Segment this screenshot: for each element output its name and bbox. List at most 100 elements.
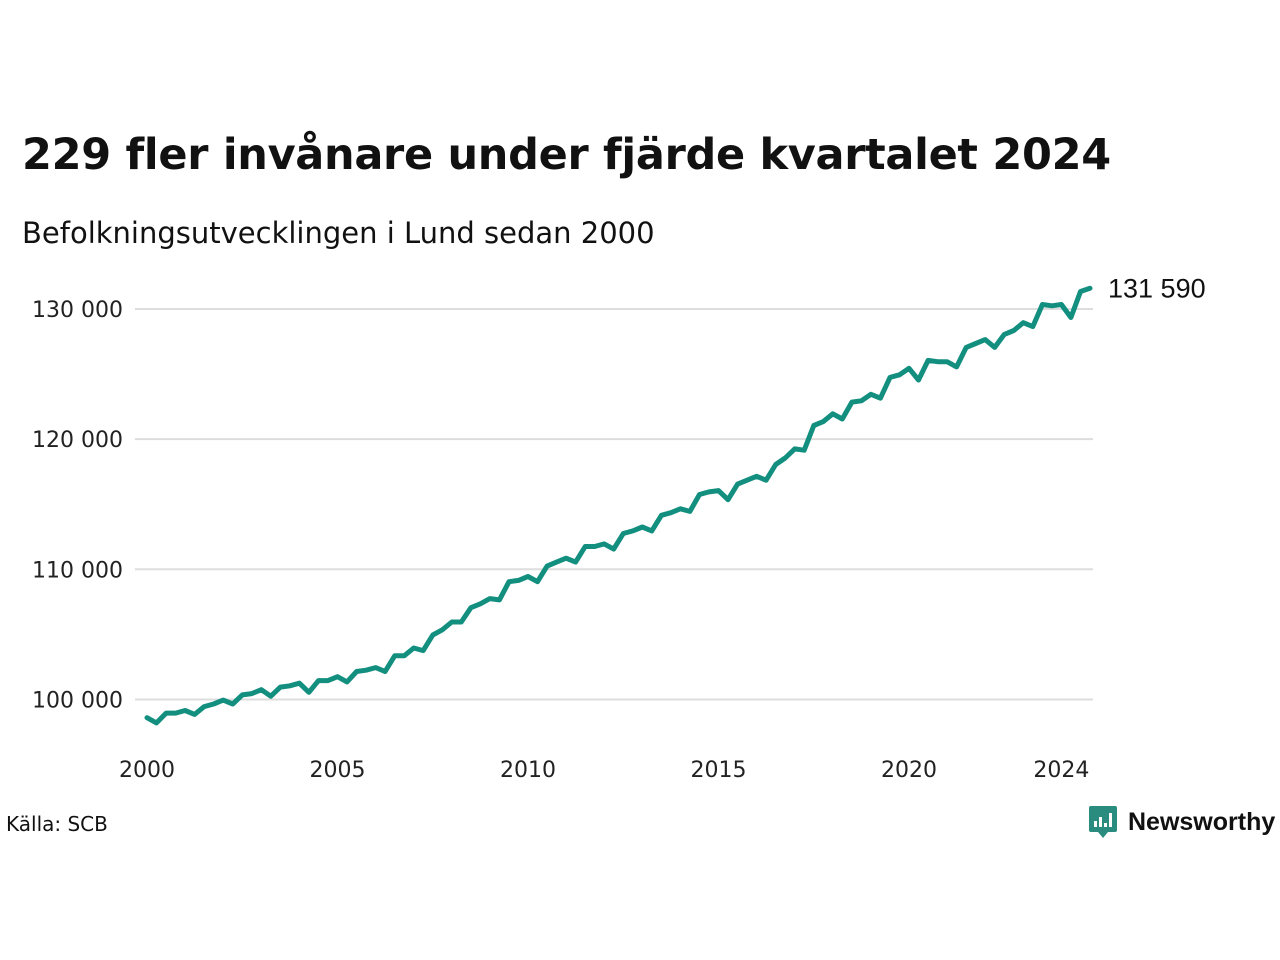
x-tick-label: 2005 <box>310 758 366 783</box>
data-point <box>174 711 177 715</box>
data-point <box>936 360 939 363</box>
x-tick-label: 2010 <box>500 758 556 783</box>
data-point <box>707 490 711 494</box>
data-point <box>688 510 692 513</box>
x-tick-label: 2000 <box>119 758 175 783</box>
data-point <box>402 654 406 658</box>
data-point <box>879 396 882 400</box>
data-point <box>145 716 149 719</box>
data-point <box>574 560 577 564</box>
data-point <box>1031 325 1035 328</box>
x-tick-label: 2024 <box>1033 758 1089 783</box>
data-point <box>1088 287 1092 290</box>
brand-name: Newsworthy <box>1128 807 1276 836</box>
y-tick-label: 120 000 <box>32 428 123 453</box>
data-point <box>955 365 958 369</box>
data-point <box>526 575 530 578</box>
data-point <box>993 346 996 349</box>
y-tick-label: 110 000 <box>32 558 123 583</box>
data-point <box>412 646 415 650</box>
series-line <box>144 285 1093 726</box>
data-point <box>822 420 825 423</box>
data-point <box>1003 333 1006 336</box>
data-point <box>850 400 854 404</box>
data-point <box>774 463 777 466</box>
x-tick-label: 2020 <box>881 758 937 783</box>
data-point <box>888 376 892 379</box>
data-point <box>241 693 244 697</box>
data-point <box>450 620 454 624</box>
data-point <box>183 709 187 712</box>
data-point <box>517 579 520 582</box>
data-point <box>469 606 473 609</box>
gridlines <box>135 308 1093 701</box>
data-point <box>755 475 758 478</box>
data-point <box>736 482 739 486</box>
data-point <box>479 602 482 605</box>
data-point <box>498 598 501 602</box>
data-point <box>869 393 873 396</box>
data-point <box>745 478 749 482</box>
data-point <box>345 680 349 684</box>
data-point <box>155 721 158 725</box>
data-point <box>317 679 320 682</box>
data-point <box>422 649 425 652</box>
data-point <box>669 511 673 514</box>
chart-subtitle: Befolkningsutvecklingen i Lund sedan 200… <box>22 216 655 250</box>
population-series <box>144 285 1093 726</box>
data-point <box>193 713 196 716</box>
data-point <box>1022 321 1025 324</box>
data-point <box>603 542 606 546</box>
data-point <box>564 557 568 560</box>
data-point <box>545 564 549 568</box>
data-point <box>164 711 168 715</box>
data-point <box>231 702 234 706</box>
data-point <box>260 688 263 691</box>
source-note: Källa: SCB <box>6 812 108 836</box>
data-point <box>298 681 301 685</box>
data-point <box>660 514 663 517</box>
y-tick-label: 100 000 <box>32 688 123 713</box>
data-point <box>279 685 282 689</box>
data-point <box>364 668 368 672</box>
data-point <box>622 532 625 535</box>
data-point <box>793 447 796 451</box>
data-point <box>488 597 492 600</box>
data-point <box>926 359 930 362</box>
data-point <box>984 338 987 341</box>
data-point <box>1069 316 1073 319</box>
x-tick-label: 2015 <box>691 758 747 783</box>
data-point <box>964 346 968 349</box>
end-value-label: 131 590 <box>1108 273 1206 303</box>
data-point <box>555 560 558 564</box>
data-point <box>612 547 615 551</box>
data-point <box>536 580 539 583</box>
data-point <box>460 620 463 624</box>
data-point <box>631 529 634 533</box>
data-point <box>431 633 434 637</box>
data-point <box>1041 303 1044 306</box>
line-chart: 100 000 110 000 120 000 130 000 2000 2005 201… <box>32 273 1206 783</box>
data-point <box>812 424 815 427</box>
data-point <box>1050 304 1054 307</box>
data-point <box>726 498 730 501</box>
data-point <box>803 449 806 452</box>
data-point <box>641 525 644 529</box>
data-point <box>212 702 215 706</box>
data-point <box>383 670 387 673</box>
data-point <box>841 417 844 421</box>
data-point <box>336 675 339 678</box>
data-point <box>764 478 768 482</box>
data-point <box>222 698 225 702</box>
data-point <box>593 545 596 548</box>
data-point <box>1079 290 1082 293</box>
data-point <box>202 705 206 708</box>
data-point <box>288 684 292 687</box>
data-point <box>679 507 682 510</box>
chart-title: 229 fler invånare under fjärde kvartalet… <box>22 130 1111 180</box>
data-point <box>307 691 311 694</box>
data-point <box>917 378 920 382</box>
newsworthy-logo-icon <box>1089 806 1117 838</box>
x-axis-tick-labels: 2000 2005 2010 2015 2020 2024 <box>119 758 1089 783</box>
data-point <box>783 456 787 460</box>
